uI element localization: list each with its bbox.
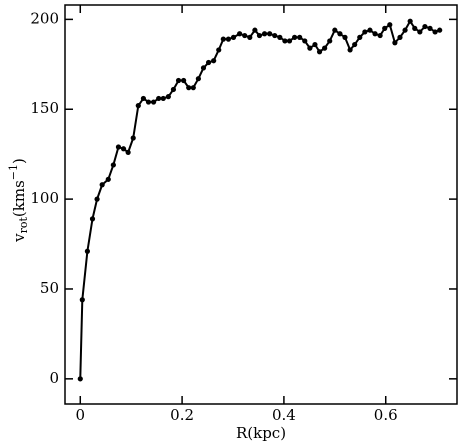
data-point bbox=[342, 34, 348, 40]
data-point bbox=[211, 58, 217, 64]
series-line bbox=[79, 20, 441, 379]
x-tick-label: 0.4 bbox=[272, 406, 296, 424]
data-point bbox=[190, 85, 196, 91]
y-tick-label: 200 bbox=[30, 9, 59, 27]
data-point bbox=[89, 216, 96, 222]
data-point bbox=[256, 32, 263, 39]
data-point bbox=[327, 38, 333, 44]
data-point bbox=[267, 31, 273, 37]
data-point bbox=[105, 176, 111, 182]
data-point bbox=[387, 22, 393, 28]
data-point bbox=[352, 41, 358, 48]
data-point bbox=[407, 18, 413, 24]
data-point bbox=[94, 196, 100, 202]
data-point bbox=[77, 376, 83, 382]
data-point bbox=[230, 34, 237, 40]
x-tick-label: 0 bbox=[75, 406, 85, 424]
data-point bbox=[150, 99, 157, 105]
data-point bbox=[357, 34, 363, 40]
data-point bbox=[216, 47, 222, 53]
data-point bbox=[316, 49, 323, 55]
data-point bbox=[277, 34, 283, 40]
data-point bbox=[160, 95, 166, 102]
y-tick-label: 150 bbox=[30, 99, 59, 117]
data-point bbox=[181, 77, 187, 84]
x-tick-label: 0.2 bbox=[170, 406, 194, 424]
data-point bbox=[307, 45, 313, 51]
data-point bbox=[242, 32, 248, 39]
data-point bbox=[392, 40, 398, 46]
data-point bbox=[130, 135, 136, 141]
data-point bbox=[282, 38, 288, 44]
y-label-superscript: −1 bbox=[7, 164, 20, 180]
data-point bbox=[186, 85, 192, 91]
plot-frame bbox=[64, 4, 458, 405]
data-point bbox=[322, 45, 328, 51]
data-point bbox=[145, 99, 152, 105]
data-point bbox=[402, 27, 408, 33]
data-point bbox=[165, 94, 171, 100]
data-point bbox=[237, 31, 243, 37]
data-point bbox=[272, 32, 278, 39]
data-point bbox=[367, 27, 373, 33]
data-point bbox=[84, 248, 90, 254]
y-axis-label: vrot(kms−1) bbox=[7, 158, 30, 243]
data-point bbox=[170, 86, 177, 93]
y-tick-label: 50 bbox=[40, 279, 59, 297]
data-point bbox=[110, 162, 116, 168]
data-point bbox=[125, 149, 131, 155]
x-axis-label: R(kpc) bbox=[236, 424, 286, 442]
data-point bbox=[382, 25, 388, 31]
data-point bbox=[175, 77, 182, 84]
y-label-subscript: rot bbox=[17, 217, 30, 234]
data-point bbox=[156, 95, 162, 102]
data-point bbox=[135, 103, 141, 109]
data-point bbox=[302, 38, 308, 44]
data-point bbox=[337, 31, 343, 37]
data-point bbox=[427, 25, 433, 31]
data-point bbox=[247, 34, 253, 40]
data-point bbox=[347, 47, 353, 53]
data-point bbox=[225, 36, 232, 42]
y-tick-label: 100 bbox=[30, 189, 59, 207]
data-point bbox=[417, 29, 423, 35]
data-point bbox=[115, 144, 122, 150]
x-tick-label: 0.6 bbox=[374, 406, 398, 424]
data-point bbox=[120, 146, 127, 152]
data-point bbox=[397, 34, 403, 40]
data-point bbox=[286, 38, 293, 44]
data-point bbox=[195, 76, 201, 82]
data-point bbox=[332, 27, 338, 33]
data-point bbox=[312, 41, 318, 48]
data-point bbox=[432, 29, 438, 35]
data-point bbox=[205, 59, 212, 66]
data-point bbox=[79, 297, 85, 303]
data-point bbox=[377, 32, 383, 39]
data-point bbox=[437, 27, 443, 33]
data-point bbox=[362, 29, 368, 35]
data-point bbox=[252, 27, 258, 33]
y-label-close: ) bbox=[10, 158, 28, 164]
data-point bbox=[412, 25, 418, 31]
data-point bbox=[422, 23, 428, 30]
data-point bbox=[220, 36, 226, 42]
y-tick-label: 0 bbox=[49, 369, 59, 387]
y-label-unit: (kms bbox=[10, 180, 28, 217]
data-point bbox=[261, 31, 268, 37]
data-point bbox=[200, 65, 207, 71]
data-point bbox=[140, 95, 146, 102]
y-label-base: v bbox=[10, 233, 28, 243]
data-point bbox=[372, 31, 378, 37]
data-point bbox=[297, 34, 303, 40]
data-point bbox=[292, 34, 298, 40]
data-point bbox=[99, 182, 105, 188]
